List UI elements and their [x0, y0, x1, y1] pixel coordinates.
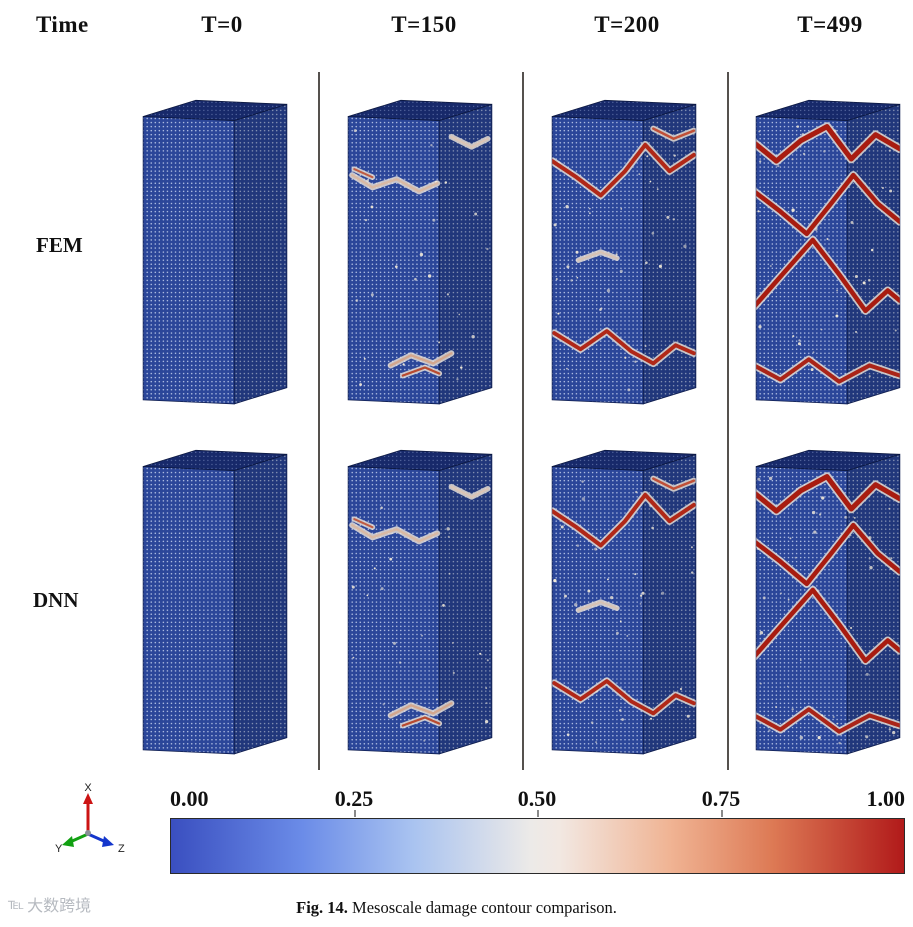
pillar-fem-t200	[551, 99, 697, 405]
column-separator	[727, 72, 729, 770]
pillar-dnn-t150	[347, 449, 493, 755]
pillar-fem-t150	[347, 99, 493, 405]
colorbar-tick	[354, 810, 356, 817]
row-label-dnn: DNN	[33, 588, 79, 612]
pillar-dnn-t499	[755, 449, 901, 755]
panel-fem-t0	[130, 76, 300, 412]
watermark: ℡ 大数跨境	[8, 892, 91, 916]
column-separator	[318, 72, 320, 770]
caption-number: Fig. 14.	[296, 898, 348, 917]
colorbar-tick	[721, 810, 723, 817]
watermark-text: 大数跨境	[27, 898, 92, 915]
axes-triad: X Y Z	[48, 780, 134, 872]
axis-x-label: X	[84, 782, 92, 794]
axes-triad-icon: X Y Z	[55, 782, 125, 855]
axis-y-label: Y	[55, 843, 63, 855]
panel-fem-t499	[743, 76, 913, 412]
figure-caption: Fig. 14. Mesoscale damage contour compar…	[0, 898, 913, 918]
colorbar-tick-label-4: 1.00	[866, 786, 906, 811]
row-label-fem: FEM	[36, 233, 83, 257]
colorbar-tick-label-3: 0.75	[701, 786, 741, 811]
colorbar-tick	[537, 810, 539, 817]
watermark-logo-icon: ℡	[8, 896, 25, 913]
column-separator	[522, 72, 524, 770]
colorbar-gradient	[170, 818, 905, 874]
pillar-dnn-t0	[142, 449, 288, 755]
panel-dnn-t0	[130, 426, 300, 762]
pillar-fem-t499	[755, 99, 901, 405]
colorbar-tick-label-2: 0.50	[517, 786, 557, 811]
header-time: Time	[36, 12, 89, 37]
header-t499: T=499	[797, 12, 863, 37]
header-t200: T=200	[594, 12, 660, 37]
colorbar-tick-label-0: 0.00	[170, 786, 209, 811]
panel-dnn-t200	[539, 426, 709, 762]
colorbar-tick-label-1: 0.25	[334, 786, 374, 811]
caption-text: Mesoscale damage contour comparison.	[352, 898, 617, 917]
panel-dnn-t150	[335, 426, 505, 762]
header-t0: T=0	[201, 12, 243, 37]
pillar-fem-t0	[142, 99, 288, 405]
axis-z-label: Z	[118, 843, 125, 855]
panel-fem-t200	[539, 76, 709, 412]
panel-dnn-t499	[743, 426, 913, 762]
header-t150: T=150	[391, 12, 457, 37]
pillar-dnn-t200	[551, 449, 697, 755]
panel-fem-t150	[335, 76, 505, 412]
